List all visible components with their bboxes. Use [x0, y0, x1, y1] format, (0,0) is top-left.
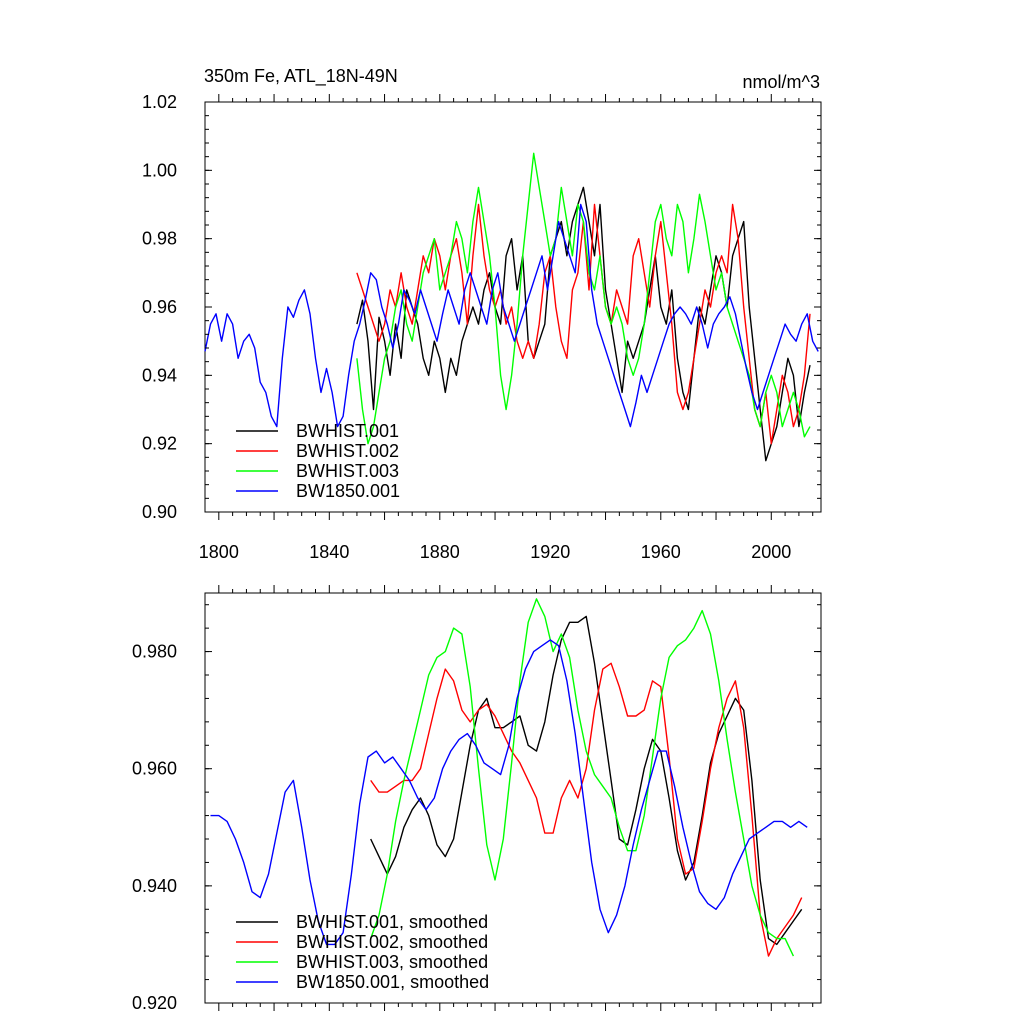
top-title-right: nmol/m^3 — [743, 72, 820, 92]
bottom-series-line-3 — [210, 639, 808, 946]
top-y-tick-label: 1.00 — [142, 160, 177, 180]
bottom-series-group — [210, 598, 808, 957]
top-panel: 350m Fe, ATL_18N-49N nmol/m^3 0.900.920.… — [142, 66, 822, 562]
bottom-legend-label-3: BW1850.001, smoothed — [296, 972, 489, 992]
top-series-line-2 — [356, 152, 811, 445]
top-series-line-3 — [204, 203, 819, 428]
top-x-tick-label: 1800 — [199, 542, 239, 562]
top-y-tick-label: 0.96 — [142, 297, 177, 317]
bottom-plot-frame — [204, 592, 822, 1004]
bottom-y-tick-label: 0.920 — [132, 993, 177, 1013]
top-series-group — [204, 152, 819, 462]
bottom-y-tick-label: 0.940 — [132, 876, 177, 896]
bottom-legend-label-0: BWHIST.001, smoothed — [296, 912, 488, 932]
top-y-tick-label: 0.90 — [142, 502, 177, 522]
bottom-y-tick-label: 0.960 — [132, 759, 177, 779]
bottom-y-tick-label: 0.980 — [132, 642, 177, 662]
top-x-tick-label: 1840 — [309, 542, 349, 562]
top-legend-label-3: BW1850.001 — [296, 481, 400, 501]
bottom-series-line-1 — [370, 662, 803, 957]
top-x-tick-label: 1960 — [641, 542, 681, 562]
top-y-tick-label: 0.98 — [142, 229, 177, 249]
bottom-legend-label-2: BWHIST.003, smoothed — [296, 952, 488, 972]
top-series-line-0 — [356, 186, 811, 462]
top-x-tick-label: 2000 — [751, 542, 791, 562]
top-y-tick-label: 0.92 — [142, 434, 177, 454]
top-legend-label-2: BWHIST.003 — [296, 461, 399, 481]
top-legend-label-0: BWHIST.001 — [296, 421, 399, 441]
bottom-panel: 0.920 0.940 0.960 0.980 BWHIST.001, smoothe… — [132, 585, 822, 1013]
bottom-series-line-2 — [370, 598, 795, 957]
top-legend-label-1: BWHIST.002 — [296, 441, 399, 461]
bottom-axes-group: 0.920 0.940 0.960 0.980 — [132, 585, 821, 1013]
bottom-legend-label-1: BWHIST.002, smoothed — [296, 932, 488, 952]
top-title-left: 350m Fe, ATL_18N-49N — [204, 66, 398, 87]
top-series-line-1 — [356, 203, 811, 445]
top-y-tick-label: 1.02 — [142, 92, 177, 112]
top-y-tick-label: 0.94 — [142, 365, 177, 385]
top-x-tick-label: 1920 — [530, 542, 570, 562]
top-x-tick-label: 1880 — [420, 542, 460, 562]
bottom-series-line-0 — [370, 615, 803, 946]
top-axes-group: 0.90 0.92 0.94 0.96 0.98 1.00 1.02 1800 1840 1880… — [142, 92, 821, 562]
